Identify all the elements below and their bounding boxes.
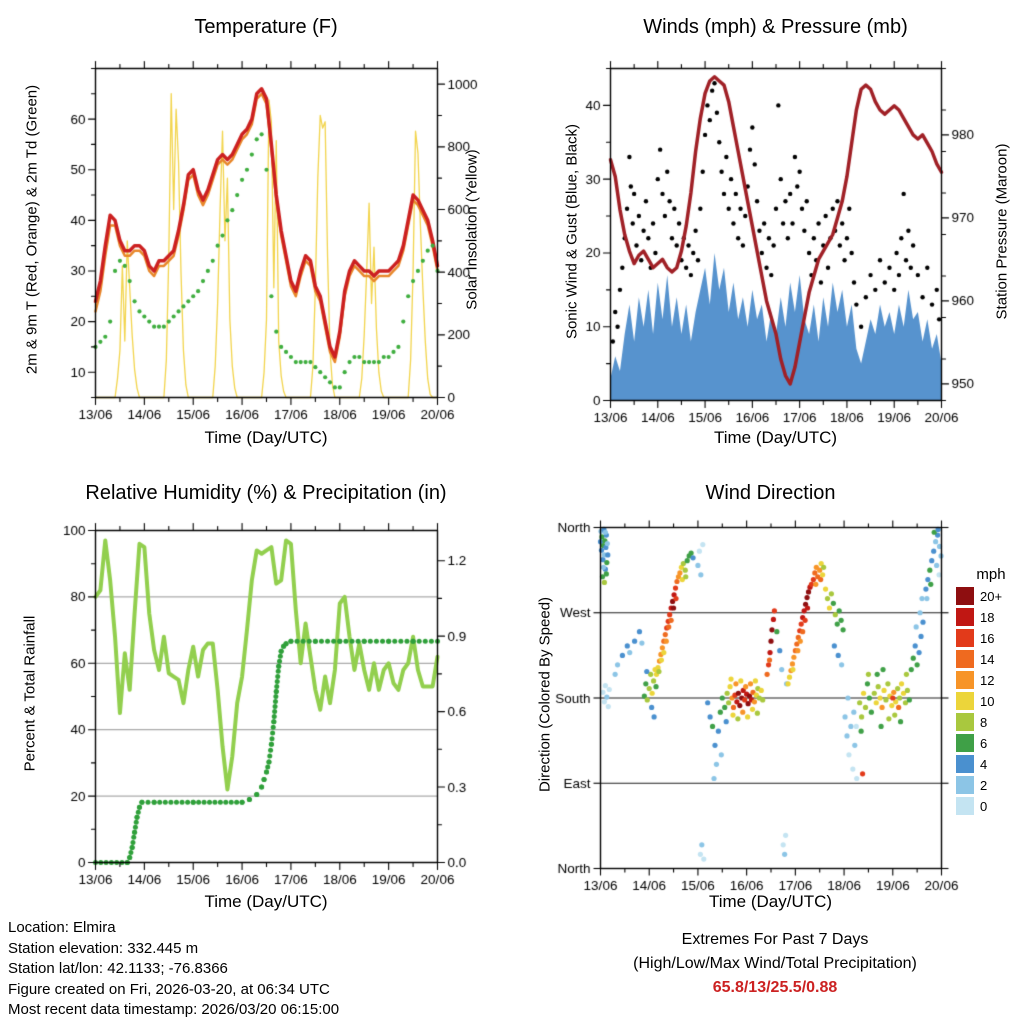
station-pressure-y-axis-label: Station Pressure (Maroon) bbox=[993, 143, 1011, 320]
wind-direction-chart-title: Wind Direction bbox=[705, 482, 836, 504]
solar-insolation-y-axis-label: Solar Insolation (Yellow) bbox=[463, 149, 481, 310]
legend-entry: 16 bbox=[956, 629, 1024, 647]
legend-entry: 12 bbox=[956, 671, 1024, 689]
legend-entry: 8 bbox=[956, 713, 1024, 731]
temperature-chart-panel: Temperature (F) 2m & 9m T (Red, Orange) … bbox=[0, 0, 512, 470]
extremes-values: 65.8/13/25.5/0.88 bbox=[712, 979, 838, 996]
legend-label: 4 bbox=[980, 756, 988, 772]
legend-swatch bbox=[956, 713, 974, 731]
legend-swatch bbox=[956, 629, 974, 647]
extremes-title: Extremes For Past 7 Days bbox=[681, 931, 869, 948]
legend-entry: 20+ bbox=[956, 587, 1024, 605]
humidity-precip-chart-panel: Relative Humidity (%) & Precipitation (i… bbox=[0, 460, 512, 920]
extremes-subtitle: (High/Low/Max Wind/Total Precipitation) bbox=[633, 955, 917, 972]
wind-gust-y-axis-label: Sonic Wind & Gust (Blue, Black) bbox=[563, 123, 581, 340]
legend-entry: 0 bbox=[956, 797, 1024, 815]
legend-swatch bbox=[956, 776, 974, 794]
legend-swatch bbox=[956, 587, 974, 605]
temperature-x-axis-label: Time (Day/UTC) bbox=[204, 428, 328, 447]
legend-entry: 14 bbox=[956, 650, 1024, 668]
winds-pressure-chart-canvas bbox=[512, 0, 1024, 470]
footer-elevation: Station elevation: 332.445 m bbox=[8, 939, 199, 957]
temperature-y-axis-label: 2m & 9m T (Red, Orange) & 2m Td (Green) bbox=[23, 84, 41, 375]
legend-label: 2 bbox=[980, 777, 988, 793]
legend-swatch bbox=[956, 755, 974, 773]
legend-swatch bbox=[956, 671, 974, 689]
wind-direction-chart-canvas bbox=[512, 460, 1024, 920]
footer-created: Figure created on Fri, 2026-03-20, at 06… bbox=[8, 980, 330, 998]
winds-pressure-x-axis-label: Time (Day/UTC) bbox=[713, 428, 838, 447]
wind-direction-chart-panel: Wind Direction Direction (Colored By Spe… bbox=[512, 460, 1024, 920]
legend-label: 6 bbox=[980, 735, 988, 751]
legend-label: 0 bbox=[980, 798, 988, 814]
legend-label: 10 bbox=[980, 693, 995, 709]
legend-label: 18 bbox=[980, 609, 995, 625]
humidity-precip-x-axis-label: Time (Day/UTC) bbox=[204, 892, 328, 911]
legend-title: mph bbox=[976, 566, 1006, 583]
temperature-chart-title: Temperature (F) bbox=[194, 16, 338, 38]
humidity-precip-chart-canvas bbox=[0, 460, 512, 920]
legend-label: 20+ bbox=[980, 588, 1003, 604]
temperature-chart-canvas bbox=[0, 0, 512, 470]
legend-entry: 2 bbox=[956, 776, 1024, 794]
humidity-precip-chart-title: Relative Humidity (%) & Precipitation (i… bbox=[85, 482, 447, 504]
legend-swatch bbox=[956, 797, 974, 815]
winds-pressure-chart-title: Winds (mph) & Pressure (mb) bbox=[643, 16, 908, 38]
legend-entry: 6 bbox=[956, 734, 1024, 752]
wind-speed-legend: mph 20+ 18 16 14 12 10 8 6 4 2 0 bbox=[956, 566, 1024, 818]
legend-swatch bbox=[956, 650, 974, 668]
legend-label: 8 bbox=[980, 714, 988, 730]
legend-entry: 4 bbox=[956, 755, 1024, 773]
legend-entry: 10 bbox=[956, 692, 1024, 710]
winds-pressure-chart-panel: Winds (mph) & Pressure (mb) Sonic Wind &… bbox=[512, 0, 1024, 470]
legend-swatch bbox=[956, 692, 974, 710]
footer-timestamp: Most recent data timestamp: 2026/03/20 0… bbox=[8, 1001, 340, 1018]
legend-label: 12 bbox=[980, 672, 995, 688]
extremes-summary: Extremes For Past 7 Days (High/Low/Max W… bbox=[540, 928, 1010, 1000]
legend-label: 14 bbox=[980, 651, 995, 667]
legend-swatch bbox=[956, 734, 974, 752]
footer-location: Location: Elmira bbox=[8, 919, 116, 936]
wind-direction-x-axis-label: Time (Day/UTC) bbox=[708, 892, 833, 911]
legend-label: 16 bbox=[980, 630, 995, 646]
legend-rows: 20+ 18 16 14 12 10 8 6 4 2 0 bbox=[956, 587, 1024, 815]
legend-entry: 18 bbox=[956, 608, 1024, 626]
wind-direction-y-axis-label: Direction (Colored By Speed) bbox=[536, 596, 554, 793]
legend-swatch bbox=[956, 608, 974, 626]
footer-latlon: Station lat/lon: 42.1133; -76.8366 bbox=[8, 960, 228, 977]
percent-rainfall-y-axis-label: Percent & Total Rainfall bbox=[21, 615, 39, 772]
station-info-footer: Location: Elmira Station elevation: 332.… bbox=[8, 918, 339, 1021]
